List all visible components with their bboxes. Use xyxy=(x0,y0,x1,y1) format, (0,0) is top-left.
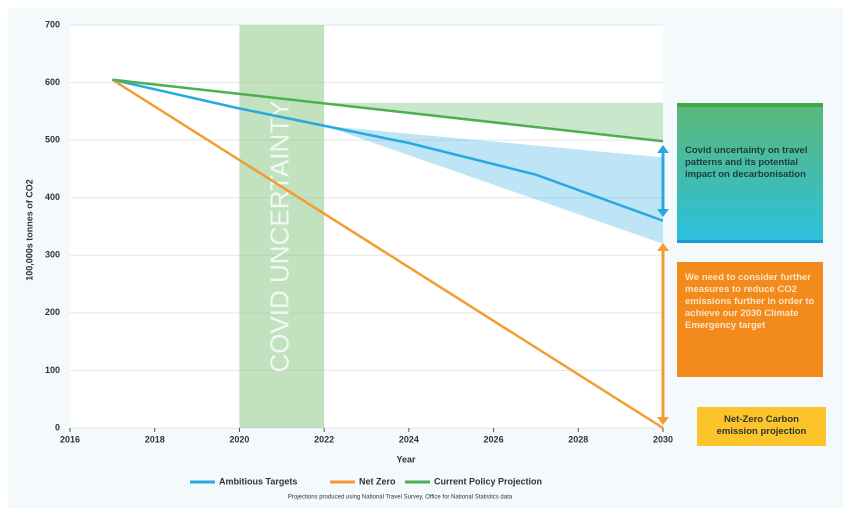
legend-label: Current Policy Projection xyxy=(434,476,542,486)
arrow-head xyxy=(657,145,669,153)
y-tick-label: 300 xyxy=(45,250,60,260)
y-tick-label: 700 xyxy=(45,19,60,29)
series-line xyxy=(111,78,664,430)
series-line xyxy=(112,78,664,143)
x-tick-label: 2020 xyxy=(229,434,249,444)
x-axis-label: Year xyxy=(396,454,416,464)
arrow-head xyxy=(657,209,669,217)
x-tick-label: 2028 xyxy=(568,434,588,444)
arrow-head xyxy=(657,243,669,251)
covid-label: COVID UNCERTAINTY xyxy=(265,100,295,372)
y-tick-label: 200 xyxy=(45,307,60,317)
annotation-net-zero: Net-Zero Carbon emission projection xyxy=(697,407,826,446)
uncertainty-band xyxy=(324,125,663,244)
y-tick-label: 400 xyxy=(45,192,60,202)
annotation-measures: We need to consider further measures to … xyxy=(677,262,823,377)
arrow-head xyxy=(657,417,669,425)
footnote: Projections produced using National Trav… xyxy=(288,495,513,501)
x-tick-label: 2030 xyxy=(653,434,673,444)
y-axis-label: 100,000s tonnes of CO2 xyxy=(24,179,34,281)
series-line xyxy=(112,78,664,222)
covid-period xyxy=(239,25,325,428)
legend-label: Ambitious Targets xyxy=(219,476,297,486)
x-tick-label: 2026 xyxy=(484,434,504,444)
annotation-covid: Covid uncertainty on travel patterns and… xyxy=(677,103,823,243)
y-tick-label: 500 xyxy=(45,135,60,145)
y-tick-label: 0 xyxy=(55,422,60,432)
x-tick-label: 2024 xyxy=(399,434,419,444)
y-tick-label: 100 xyxy=(45,365,60,375)
x-tick-label: 2016 xyxy=(60,434,80,444)
y-tick-label: 600 xyxy=(45,77,60,87)
x-tick-label: 2022 xyxy=(314,434,334,444)
legend-label: Net Zero xyxy=(359,476,396,486)
x-tick-label: 2018 xyxy=(145,434,165,444)
